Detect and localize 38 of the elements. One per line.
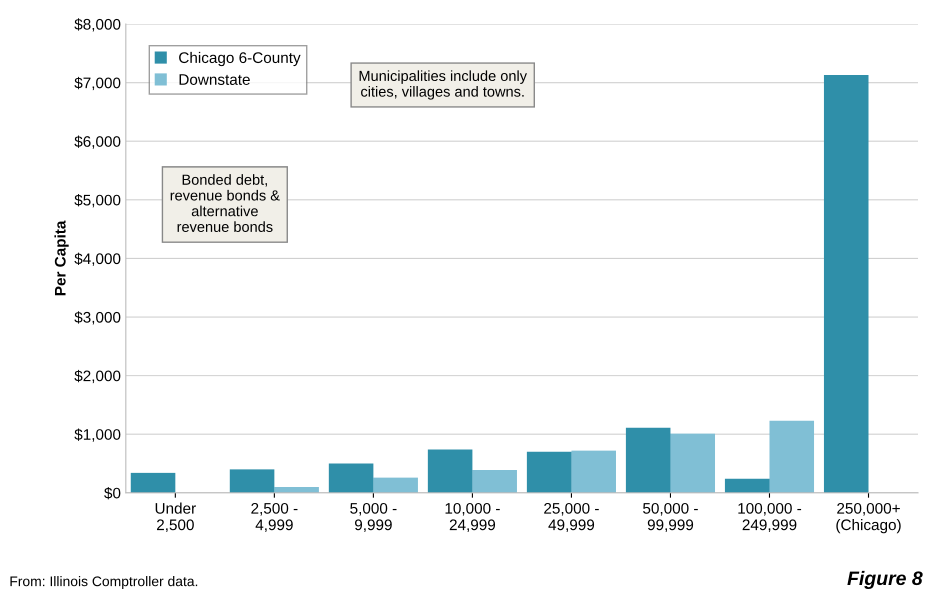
text: From: Illinois Comptroller data.: [10, 576, 198, 589]
bar: [428, 449, 472, 493]
bar: [328, 464, 374, 493]
y-axis-title: Per Capita: [54, 220, 69, 296]
bar: [526, 452, 572, 493]
bar: [724, 478, 770, 493]
y-tick-label: $8,000: [74, 18, 120, 32]
x-tick-label: 100,000 - 249,999: [738, 502, 802, 532]
bar: [769, 420, 814, 493]
x-tick-label: 10,000 - 24,999: [446, 502, 500, 532]
bar: [626, 428, 670, 493]
x-tick-label: 250,000+ (Chicago): [836, 502, 901, 534]
bar: [230, 469, 274, 493]
x-tick-label: 25,000 - 49,999: [544, 502, 599, 532]
bar: [274, 486, 319, 493]
y-tick-label: $4,000: [74, 252, 120, 266]
annotation: Municipalities include only cities, villages and towns.: [360, 70, 527, 100]
bar: [472, 470, 517, 493]
y-tick-label: $7,000: [74, 76, 120, 90]
x-tick-label: Under 2,500: [156, 502, 196, 532]
bar: [373, 478, 418, 493]
y-tick-label: $1,000: [74, 428, 120, 442]
x-tick-label: 2,500 - 4,999: [251, 502, 298, 532]
bar: [571, 450, 616, 493]
annotation: Bonded debt, revenue bonds & alternative revenue bonds: [170, 174, 280, 232]
bar: [130, 472, 176, 493]
y-tick-label: $2,000: [74, 370, 120, 384]
x-tick-label: 5,000 - 9,999: [350, 502, 396, 532]
y-tick-label: $0: [104, 487, 120, 500]
y-tick-label: $6,000: [74, 135, 120, 149]
caption: Figure 8: [847, 570, 923, 589]
y-tick-label: $3,000: [74, 311, 120, 325]
x-tick-label: 50,000 - 99,999: [643, 502, 698, 532]
bar: [670, 434, 716, 493]
legend-label: Chicago 6-County: [179, 52, 301, 66]
bar: [824, 75, 869, 493]
legend-label: Downstate: [180, 74, 250, 85]
y-tick-label: $5,000: [74, 194, 120, 208]
